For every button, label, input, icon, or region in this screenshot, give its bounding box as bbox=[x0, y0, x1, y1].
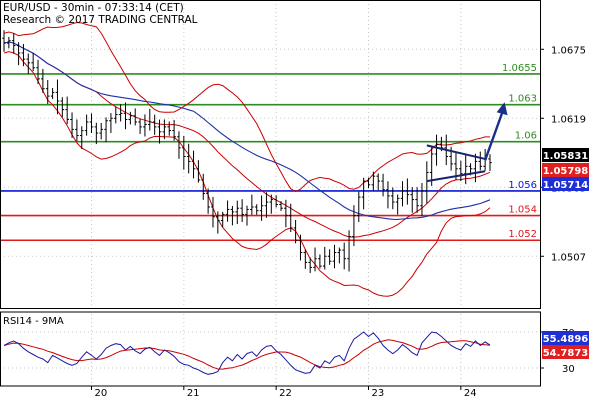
chart-title: EUR/USD - 30min - 07:33:14 (CET) bbox=[3, 2, 184, 14]
x-tick-label: 24 bbox=[464, 388, 477, 399]
level-label: 1.056 bbox=[508, 180, 537, 191]
price-axis: 1.06751.06191.05631.05071.058311.057981.… bbox=[540, 45, 589, 375]
bollinger-upper-band bbox=[3, 21, 490, 193]
grid bbox=[0, 0, 540, 386]
price-tag-label: 1.05714 bbox=[543, 180, 589, 191]
rsi-tag-label: 55.4896 bbox=[543, 334, 589, 345]
candlesticks bbox=[2, 30, 492, 274]
level-label: 1.063 bbox=[508, 94, 537, 105]
x-tick-label: 22 bbox=[279, 388, 292, 399]
x-tick-label: 23 bbox=[372, 388, 385, 399]
rsi-line bbox=[3, 331, 491, 375]
triangle-pattern bbox=[426, 102, 508, 183]
y-tick-label: 1.0675 bbox=[551, 45, 586, 56]
price-tag-label: 1.05798 bbox=[543, 166, 589, 177]
level-label: 1.0655 bbox=[502, 63, 537, 74]
level-label: 1.052 bbox=[508, 229, 537, 240]
level-label: 1.06 bbox=[515, 131, 537, 142]
level-label: 1.054 bbox=[508, 205, 537, 216]
rsi-panel: RSI14 - 9MA bbox=[3, 316, 491, 375]
rsi-y-tick-label: 30 bbox=[562, 364, 575, 375]
price-tag-label: 1.05831 bbox=[543, 151, 589, 162]
rsi-ma-line bbox=[3, 339, 491, 370]
price-tag bbox=[542, 163, 589, 177]
y-tick-label: 1.0619 bbox=[551, 114, 586, 125]
x-tick-label: 21 bbox=[187, 388, 200, 399]
price-tag bbox=[542, 148, 589, 162]
triangle-lower-line bbox=[426, 170, 486, 183]
x-tick-label: 20 bbox=[94, 388, 107, 399]
rsi-tag bbox=[542, 331, 589, 345]
research-credit: Research © 2017 TRADING CENTRAL bbox=[3, 14, 198, 26]
indicator-lines bbox=[3, 21, 491, 297]
price-panel-frame bbox=[0, 0, 541, 309]
rsi-tag-label: 54.7873 bbox=[543, 348, 589, 359]
rsi-title: RSI14 - 9MA bbox=[3, 316, 64, 327]
triangle-upper-line bbox=[426, 144, 486, 160]
moving-average-line bbox=[3, 41, 491, 220]
bollinger-lower-band bbox=[3, 51, 491, 297]
projection-arrow-head bbox=[496, 102, 508, 116]
chart-frame bbox=[0, 0, 541, 387]
rsi-tag bbox=[542, 345, 589, 359]
rsi-panel-frame bbox=[0, 311, 541, 387]
y-tick-label: 1.0507 bbox=[551, 252, 586, 263]
time-axis: 20 21 22 23 24 bbox=[90, 386, 477, 399]
support-resistance-levels: 1.0655 1.063 1.06 1.056 1.054 1.052 bbox=[0, 63, 540, 242]
price-tag bbox=[542, 177, 589, 191]
projection-arrow-shaft bbox=[484, 109, 505, 161]
